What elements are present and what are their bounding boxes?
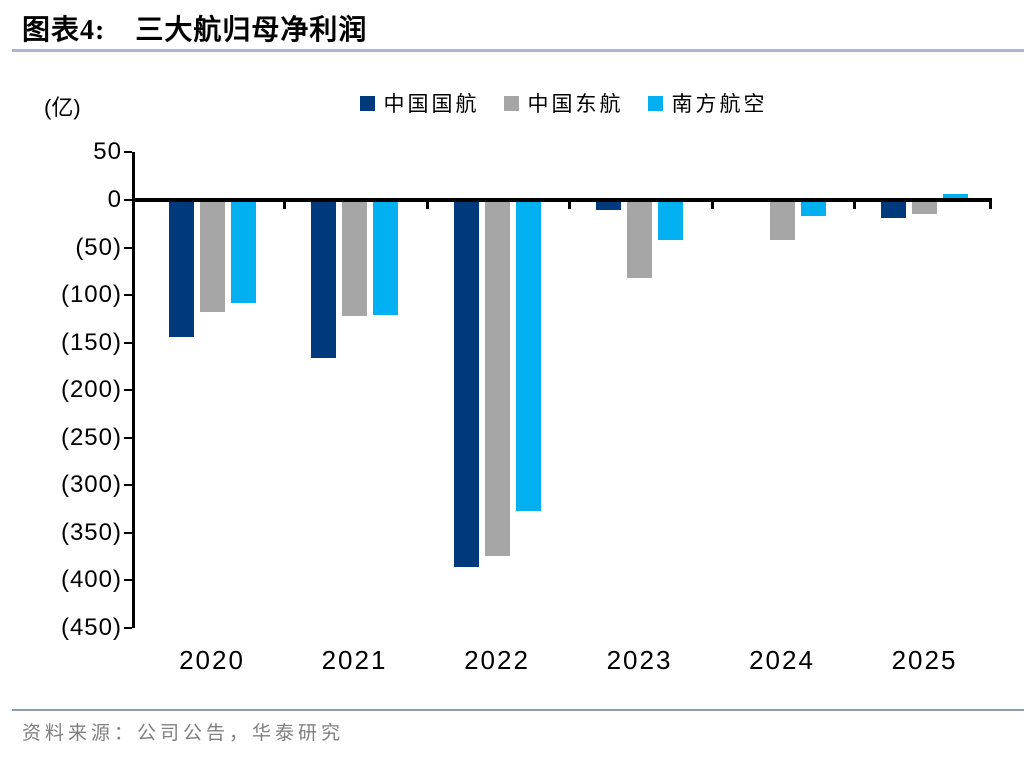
y-axis-tick	[124, 579, 132, 582]
bar-中国国航-2025	[881, 200, 906, 219]
legend-item-中国东航: 中国东航	[503, 88, 624, 118]
y-axis-tick	[124, 484, 132, 487]
figure-label: 图表4:	[22, 15, 106, 46]
bar-中国东航-2020	[199, 200, 225, 313]
bar-南方航空-2021	[373, 200, 398, 316]
y-axis-label: 0	[107, 186, 122, 213]
legend-item-南方航空: 南方航空	[647, 88, 768, 118]
x-axis-tick	[425, 202, 429, 209]
legend-label: 中国东航	[527, 92, 624, 116]
bar-中国国航-2022	[453, 200, 479, 568]
bar-中国国航-2020	[168, 200, 194, 337]
bar-中国东航-2021	[342, 200, 367, 317]
bar-中国东航-2024	[769, 200, 795, 240]
y-axis-line	[132, 152, 135, 628]
legend-swatch-icon	[647, 95, 663, 111]
bar-中国东航-2022	[484, 200, 510, 556]
x-axis-label: 2025	[891, 645, 958, 675]
legend-item-中国国航: 中国国航	[359, 88, 480, 118]
y-axis-label: (100)	[60, 281, 122, 309]
bar-南方航空-2023	[658, 200, 683, 240]
figure-title: 三大航归母净利润	[135, 15, 368, 46]
y-axis-tick	[124, 151, 132, 154]
chart-legend: 中国国航 中国东航 南方航空	[135, 88, 992, 118]
y-axis-tick	[124, 199, 132, 201]
x-axis-label: 2024	[749, 645, 815, 675]
x-axis-tick	[283, 202, 287, 209]
footer-divider	[12, 709, 1024, 711]
y-axis-tick	[124, 389, 132, 392]
x-axis-label: 2022	[464, 645, 530, 675]
y-axis-label: (400)	[60, 566, 122, 594]
y-axis-label: (450)	[60, 613, 122, 641]
y-axis-label: (200)	[60, 376, 122, 404]
legend-swatch-icon	[503, 95, 519, 111]
x-axis-tick	[710, 202, 714, 209]
y-axis-tick	[124, 341, 132, 344]
bar-中国国航-2023	[596, 200, 621, 211]
y-axis-label: 50	[93, 138, 122, 166]
bar-中国东航-2023	[627, 200, 652, 278]
title-underline	[12, 49, 1024, 52]
x-axis-tick	[853, 202, 857, 209]
y-axis-tick	[124, 436, 132, 439]
x-axis-tick	[989, 202, 992, 209]
y-axis-label: (150)	[60, 328, 122, 356]
y-axis-label: (50)	[75, 233, 122, 261]
figure-header: 图表4: 三大航归母净利润	[22, 8, 367, 48]
source-note: 资料来源：公司公告，华泰研究	[22, 723, 345, 744]
legend-swatch-icon	[359, 95, 375, 111]
y-axis-tick	[124, 294, 132, 297]
y-axis-tick	[124, 531, 132, 534]
bar-南方航空-2024	[800, 200, 826, 217]
x-axis-label: 2020	[179, 645, 245, 675]
y-axis-unit-label: (亿)	[44, 95, 81, 120]
y-axis-label: (250)	[60, 423, 122, 451]
bar-南方航空-2022	[515, 200, 541, 511]
bar-南方航空-2025	[943, 194, 968, 200]
y-axis-tick	[124, 246, 132, 249]
x-axis-label: 2021	[321, 645, 388, 675]
y-axis-tick	[124, 626, 132, 629]
x-axis-tick	[568, 202, 572, 209]
bar-中国国航-2021	[311, 200, 336, 358]
legend-label: 南方航空	[671, 92, 768, 116]
y-axis-label: (350)	[60, 518, 122, 546]
bar-南方航空-2020	[230, 200, 256, 303]
bar-中国东航-2025	[912, 200, 937, 215]
y-axis-label: (300)	[60, 471, 122, 499]
legend-label: 中国国航	[383, 92, 480, 116]
x-axis-label: 2023	[606, 645, 673, 675]
zero-line	[132, 198, 992, 202]
